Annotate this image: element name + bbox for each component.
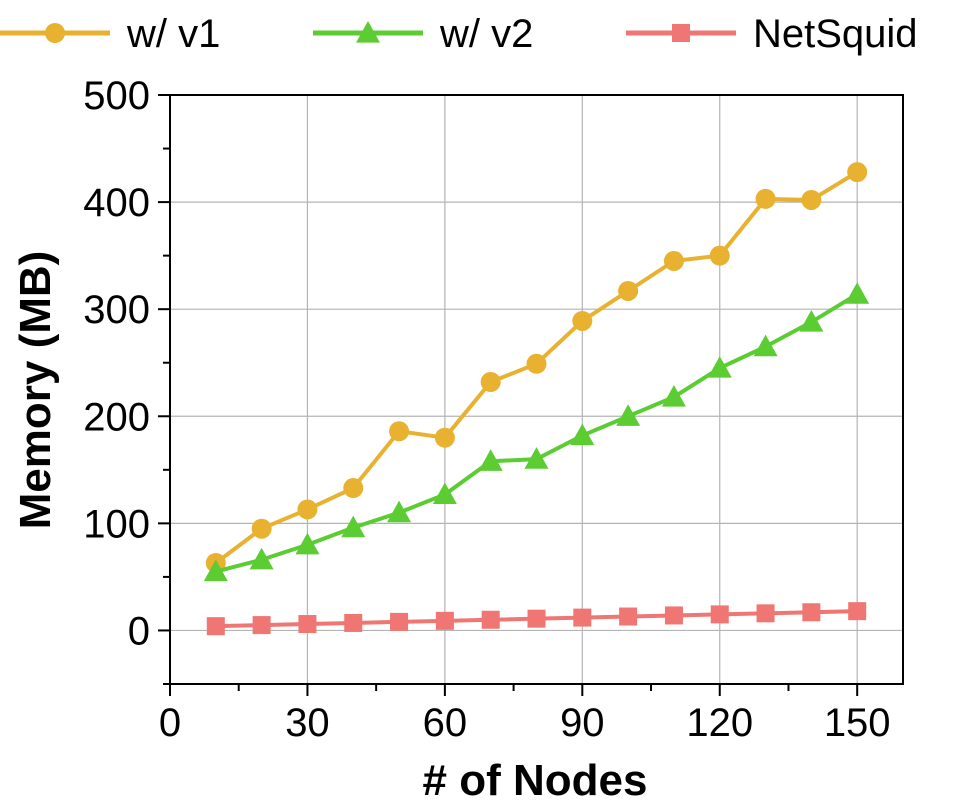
data-point-netsquid: [435, 611, 454, 630]
data-point-w-v1: [389, 421, 410, 442]
data-point-w-v2: [341, 515, 366, 538]
data-point-w-v2: [799, 310, 824, 332]
data-point-w-v2: [845, 282, 870, 304]
data-point-netsquid: [527, 609, 546, 628]
series-netsquid: [206, 602, 867, 636]
data-point-netsquid: [206, 617, 225, 636]
plot-frame: [169, 94, 904, 685]
legend-item-netsquid: NetSquid: [626, 12, 918, 56]
legend-marker-w-v1: [45, 23, 65, 43]
axes: [169, 94, 904, 685]
data-point-w-v1: [343, 478, 364, 499]
data-point-netsquid: [252, 616, 271, 635]
data-point-w-v2: [249, 547, 274, 570]
data-point-w-v2: [661, 384, 686, 407]
legend-item-w-v2: w/ v2: [313, 12, 533, 56]
legend-label-w-v2: w/ v2: [439, 12, 533, 56]
data-point-w-v2: [203, 559, 228, 582]
data-point-w-v1: [526, 353, 547, 374]
data-point-w-v1: [663, 250, 684, 271]
data-point-netsquid: [481, 610, 500, 629]
data-point-w-v2: [295, 532, 320, 555]
y-tick-label: 500: [83, 74, 150, 118]
y-tick-labels: 0 100 200 300 400 500: [83, 74, 150, 653]
data-point-w-v1: [297, 499, 318, 520]
data-point-w-v1: [251, 518, 272, 539]
data-point-w-v2: [707, 356, 732, 378]
legend-marker-netsquid: [672, 24, 690, 42]
series-w-v2: [203, 282, 870, 582]
data-point-w-v2: [478, 449, 503, 471]
data-point-w-v2: [753, 334, 778, 357]
data-point-w-v2: [524, 447, 549, 469]
data-point-w-v2: [387, 500, 412, 523]
data-point-w-v1: [755, 188, 776, 209]
legend-item-w-v1: w/ v1: [0, 12, 220, 56]
data-point-w-v2: [570, 423, 595, 446]
data-point-netsquid: [298, 615, 317, 634]
data-point-netsquid: [390, 612, 409, 631]
legend-label-netsquid: NetSquid: [753, 12, 918, 56]
x-tick-label: 90: [560, 701, 605, 745]
x-tick-label: 60: [423, 701, 468, 745]
data-point-netsquid: [710, 605, 729, 624]
data-point-netsquid: [664, 606, 683, 625]
x-tick-label: 0: [159, 701, 181, 745]
series-line-w-v2: [215, 292, 859, 574]
data-point-w-v1: [709, 245, 730, 266]
data-point-w-v1: [480, 372, 501, 393]
y-tick-label: 400: [83, 181, 150, 225]
data-point-w-v1: [801, 189, 822, 210]
y-tick-label: 0: [128, 609, 150, 653]
x-axis-label: # of Nodes: [423, 756, 648, 805]
series-w-v1: [205, 162, 868, 573]
x-tick-labels: 0 30 60 90 120 150: [159, 701, 891, 745]
data-point-netsquid: [344, 613, 363, 632]
data-point-netsquid: [802, 603, 821, 622]
data-point-w-v2: [616, 404, 641, 426]
y-axis-label: Memory (MB): [11, 251, 60, 530]
legend-label-w-v1: w/ v1: [126, 12, 220, 56]
y-tick-label: 100: [83, 502, 150, 546]
y-tick-label: 200: [83, 395, 150, 439]
legend: w/ v1 w/ v2 NetSquid: [0, 12, 918, 56]
data-point-w-v1: [618, 280, 639, 301]
data-point-netsquid: [619, 607, 638, 626]
x-tick-label: 120: [686, 701, 753, 745]
x-tick-label: 30: [285, 701, 330, 745]
data-point-w-v1: [847, 162, 868, 183]
data-point-w-v1: [572, 310, 593, 331]
data-point-w-v2: [432, 482, 457, 505]
x-tick-label: 150: [824, 701, 891, 745]
y-tick-label: 300: [83, 288, 150, 332]
data-point-netsquid: [848, 602, 867, 621]
legend-marker-w-v2: [356, 21, 380, 43]
tick-marks: [158, 94, 859, 696]
data-point-netsquid: [573, 608, 592, 627]
series: [203, 162, 870, 636]
grid: [170, 94, 903, 684]
data-point-w-v1: [434, 427, 455, 448]
data-point-netsquid: [756, 604, 775, 623]
